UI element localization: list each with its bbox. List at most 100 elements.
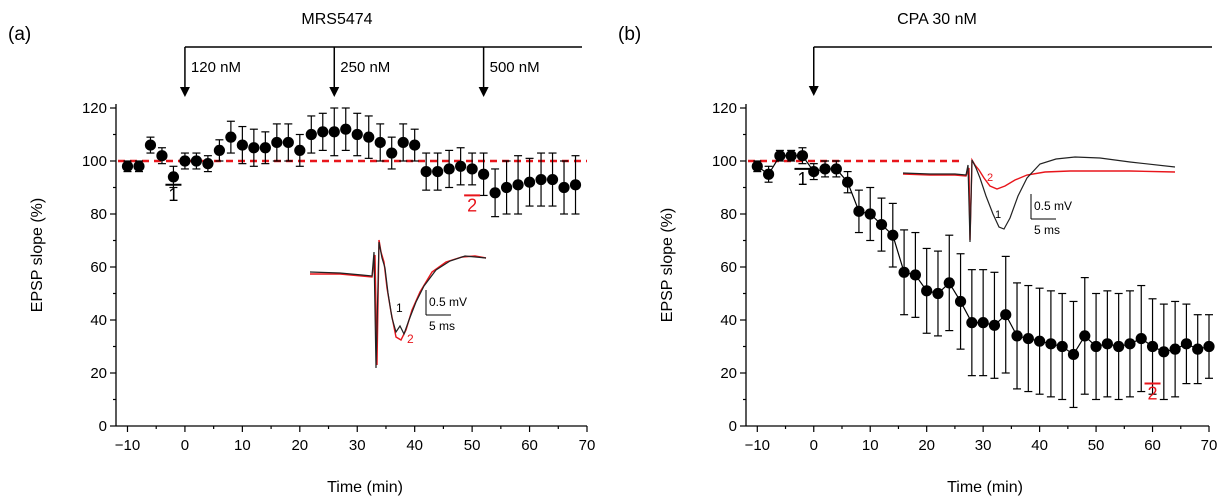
data-point: [317, 126, 329, 138]
y-tick-label: 60: [720, 259, 737, 276]
arrow-head: [808, 86, 819, 96]
data-point: [213, 144, 225, 156]
data-point: [535, 173, 547, 186]
concentration-label: 250 nM: [340, 59, 390, 76]
data-point: [808, 166, 820, 178]
x-tick-label: 30: [349, 437, 366, 454]
data-point: [977, 317, 989, 329]
data-point: [1079, 330, 1091, 342]
x-tick-label: 10: [234, 437, 251, 454]
x-tick-label: 70: [1201, 437, 1218, 454]
data-point: [796, 150, 809, 162]
y-tick-label: 100: [712, 153, 737, 170]
data-point: [236, 139, 248, 151]
y-axis-label: EPSP slope (%): [659, 208, 676, 322]
data-point: [864, 208, 876, 220]
data-point: [830, 163, 842, 175]
data-point: [478, 168, 490, 180]
inset-traces: 0.5 mV 5 ms 1 2: [309, 239, 487, 369]
trace-label-2: 2: [407, 332, 414, 346]
data-point: [305, 128, 317, 141]
data-point: [569, 179, 582, 191]
data-point: [374, 136, 386, 149]
data-point: [489, 187, 501, 199]
plot-area: 0 20 40 60 80 100 120 −10 0 10 20 30 40 50 60 70 1 2: [712, 46, 1218, 454]
data-point: [988, 319, 1001, 331]
data-point: [1000, 309, 1012, 321]
data-point: [328, 126, 340, 138]
panel-a: (a) MRS5474 EPSP slope (%) Time (min) 0 2…: [8, 11, 595, 496]
data-point: [751, 160, 763, 172]
x-tick-label: 40: [406, 437, 423, 454]
y-axis-label: EPSP slope (%): [29, 198, 46, 312]
data-point: [248, 142, 260, 154]
concentration-label: 120 nM: [191, 59, 241, 76]
y-tick-label: 0: [729, 418, 737, 435]
arrow-head: [329, 87, 340, 97]
data-point: [443, 163, 455, 175]
data-point: [921, 285, 933, 297]
data-point: [1113, 340, 1125, 353]
x-tick-label: 60: [1144, 437, 1161, 454]
data-point: [432, 166, 444, 178]
x-axis-label: Time (min): [947, 479, 1023, 496]
y-tick-label: 120: [712, 100, 737, 117]
panel-b: (b) CPA 30 nM EPSP slope (%) Time (min) …: [618, 11, 1217, 496]
data-point: [363, 131, 375, 143]
x-tick-label: 70: [579, 437, 596, 454]
data-point: [1045, 338, 1057, 350]
data-point: [853, 205, 865, 217]
time-scale-label: 5 ms: [429, 319, 455, 333]
data-point: [909, 269, 921, 281]
y-tick-label: 20: [720, 365, 737, 382]
x-tick-label: 50: [1088, 437, 1105, 454]
y-tick-label: 100: [82, 153, 107, 170]
data-point: [1158, 346, 1170, 358]
x-tick-label: 0: [181, 437, 189, 454]
data-point: [954, 295, 967, 308]
chart-title: MRS5474: [301, 11, 372, 28]
marker-label: 1: [168, 185, 178, 205]
data-point: [943, 277, 955, 289]
data-point: [1101, 338, 1113, 350]
data-point: [875, 219, 888, 231]
data-point: [259, 142, 271, 154]
panel-label: (a): [8, 24, 31, 45]
data-point: [466, 163, 478, 175]
data-point: [819, 163, 831, 175]
y-tick-label: 20: [90, 365, 107, 382]
data-point: [1011, 330, 1023, 342]
arrow-head: [478, 87, 489, 97]
data-point: [887, 229, 899, 241]
data-point: [500, 181, 513, 194]
y-tick-label: 0: [99, 418, 107, 435]
data-point: [762, 168, 775, 180]
arrow-head: [179, 87, 190, 97]
data-point: [271, 136, 283, 149]
data-point: [420, 166, 432, 178]
data-point: [785, 150, 797, 162]
data-point: [225, 131, 237, 143]
y-tick-label: 40: [90, 312, 107, 329]
data-point: [294, 144, 306, 156]
x-tick-label: 50: [464, 437, 481, 454]
y-tick-label: 60: [90, 259, 107, 276]
chart-title: CPA 30 nM: [897, 11, 977, 28]
data-point: [1192, 343, 1204, 355]
data-point: [1124, 338, 1136, 350]
trace-label-1: 1: [396, 301, 403, 315]
data-point: [842, 176, 854, 188]
x-tick-label: 10: [862, 437, 879, 454]
data-point: [546, 173, 559, 186]
trace-black: [309, 241, 487, 369]
y-tick-label: 80: [90, 206, 107, 223]
concentration-label: 500 nM: [490, 59, 540, 76]
x-tick-label: 20: [918, 437, 935, 454]
data-point: [397, 136, 409, 149]
marker-label: 2: [467, 195, 477, 215]
data-point: [774, 150, 786, 162]
marker-label: 1: [797, 169, 807, 189]
data-point: [1067, 348, 1080, 361]
trace-label-1: 1: [995, 209, 1001, 221]
